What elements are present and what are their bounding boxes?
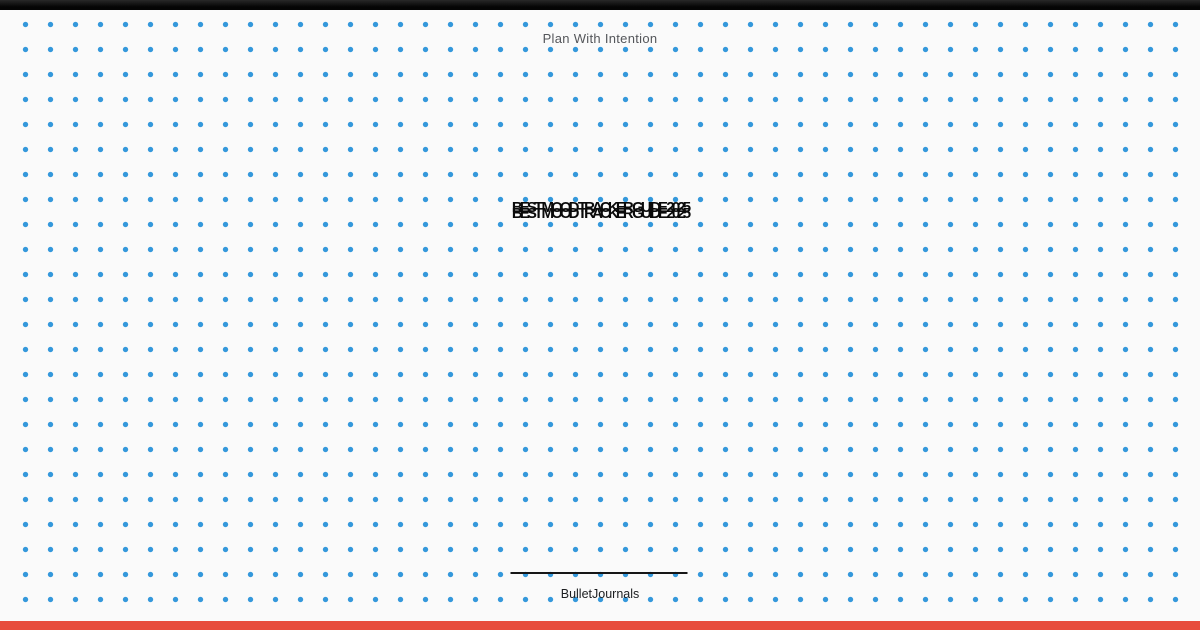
- site-tagline: Plan With Intention: [542, 31, 658, 46]
- dot-grid-background: [13, 12, 1187, 630]
- top-accent-bar: [0, 0, 1200, 10]
- page-title-text: BEST MOOD TRACKER GUIDE 2025: [511, 199, 691, 216]
- footer-divider-line: [510, 572, 688, 574]
- site-name: BulletJournals: [560, 587, 640, 601]
- bottom-accent-bar: [0, 621, 1200, 630]
- page-title: BEST MOOD TRACKER GUIDE 2025 BEST MOOD T…: [0, 200, 1200, 226]
- page-title-text-duplicate: BEST MOOD TRACKER GUIDE 2025: [511, 205, 691, 222]
